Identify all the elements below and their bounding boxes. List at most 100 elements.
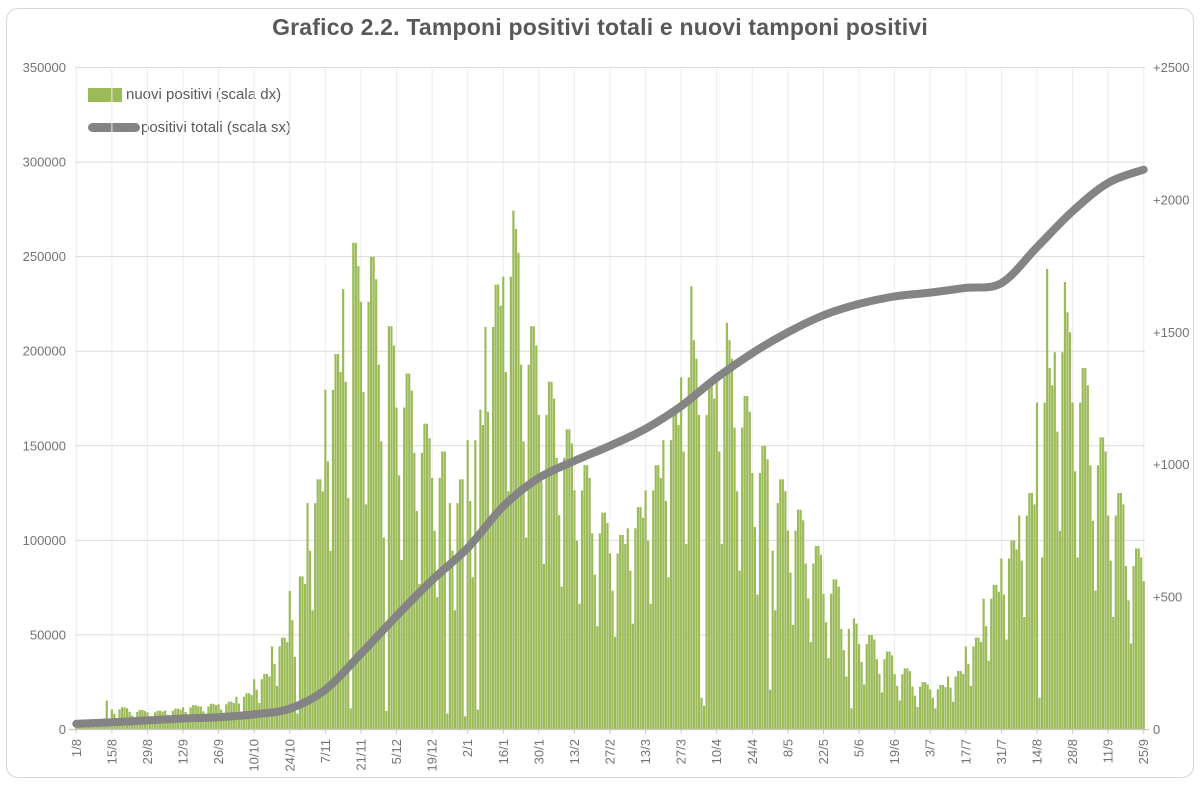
bar xyxy=(319,479,322,730)
bar xyxy=(812,563,815,730)
bar xyxy=(822,593,825,730)
bar xyxy=(555,457,558,730)
bar xyxy=(1099,437,1102,730)
bar xyxy=(672,409,675,730)
bar xyxy=(446,713,449,730)
bar xyxy=(949,687,952,730)
bar xyxy=(1010,540,1013,730)
bar xyxy=(1046,269,1049,730)
bar xyxy=(565,429,568,730)
x-axis-tick-label: 7/11 xyxy=(318,739,333,763)
bar xyxy=(814,546,817,730)
bar xyxy=(344,381,347,730)
bar xyxy=(542,564,546,730)
bar xyxy=(878,673,881,730)
bar xyxy=(738,570,741,730)
bar xyxy=(746,395,749,730)
bar xyxy=(367,301,370,730)
bar xyxy=(631,623,634,730)
bar xyxy=(169,719,172,730)
bar xyxy=(728,340,731,730)
bar xyxy=(563,457,566,730)
bar xyxy=(875,659,878,730)
bar xyxy=(270,646,274,730)
bar xyxy=(847,628,851,730)
bar xyxy=(433,530,436,730)
bar xyxy=(830,593,833,730)
bar xyxy=(901,674,904,730)
bar xyxy=(796,509,800,730)
bar xyxy=(979,642,983,730)
bar xyxy=(934,708,937,730)
bar xyxy=(347,497,350,730)
bar xyxy=(352,242,355,730)
bar xyxy=(1005,639,1008,730)
bar xyxy=(664,501,668,730)
bar xyxy=(967,663,970,730)
x-axis-tick-label: 5/6 xyxy=(852,739,867,757)
bar xyxy=(769,689,772,730)
x-axis-tick-label: 27/3 xyxy=(674,739,689,764)
x-axis-tick-label: 30/1 xyxy=(531,739,546,764)
x-axis-tick-label: 29/8 xyxy=(140,739,155,764)
bar xyxy=(413,452,416,730)
bar xyxy=(959,671,962,730)
bar xyxy=(710,381,713,730)
bar xyxy=(558,515,561,730)
x-axis-tick-label: 27/2 xyxy=(603,739,618,764)
bar xyxy=(471,577,474,730)
bar xyxy=(916,707,919,730)
bar xyxy=(514,229,518,730)
bar xyxy=(1040,557,1044,730)
x-axis-tick-label: 19/12 xyxy=(425,739,440,772)
bar xyxy=(293,656,296,730)
bar xyxy=(1129,643,1133,730)
bar xyxy=(809,642,812,730)
bar xyxy=(936,689,939,730)
y-axis-left-tick-label: 150000 xyxy=(23,438,66,453)
legend: nuovi positivi (scala dx) positivi total… xyxy=(88,86,291,136)
x-axis-tick-label: 16/1 xyxy=(496,739,511,764)
bar xyxy=(611,590,614,730)
bar xyxy=(598,533,601,730)
bar xyxy=(898,700,901,730)
bar xyxy=(453,610,457,730)
bar xyxy=(601,512,604,730)
bar xyxy=(827,658,830,730)
bar xyxy=(494,284,497,730)
bar xyxy=(1104,451,1107,730)
bar xyxy=(1109,560,1112,730)
bar xyxy=(982,598,985,730)
bar xyxy=(990,598,993,730)
bar xyxy=(436,597,439,730)
y-axis-right-tick-label: +2500 xyxy=(1153,60,1190,75)
bar xyxy=(1119,493,1122,730)
x-axis-tick-label: 28/8 xyxy=(1065,739,1080,764)
x-axis-tick-label: 10/10 xyxy=(247,739,262,772)
bar xyxy=(969,685,972,730)
bar xyxy=(240,712,243,730)
bar xyxy=(456,503,459,730)
bar xyxy=(832,579,835,730)
x-axis-tick-label: 26/9 xyxy=(211,739,226,764)
bar xyxy=(491,327,495,730)
bar xyxy=(680,377,683,730)
bar xyxy=(771,550,774,730)
bar xyxy=(624,544,627,730)
bar xyxy=(911,686,914,730)
bar xyxy=(1056,431,1059,730)
bar xyxy=(380,441,383,730)
x-axis-tick-label: 5/12 xyxy=(389,739,404,764)
bar xyxy=(321,491,324,730)
bar xyxy=(474,440,477,730)
bar xyxy=(263,673,266,730)
bar xyxy=(461,479,464,730)
bar xyxy=(807,598,810,730)
bar xyxy=(926,684,929,730)
bar xyxy=(1091,520,1094,730)
bar xyxy=(489,517,492,730)
bar xyxy=(527,364,530,730)
bar xyxy=(357,266,360,730)
x-axis-tick-label: 13/3 xyxy=(638,739,653,764)
bar xyxy=(438,477,441,730)
